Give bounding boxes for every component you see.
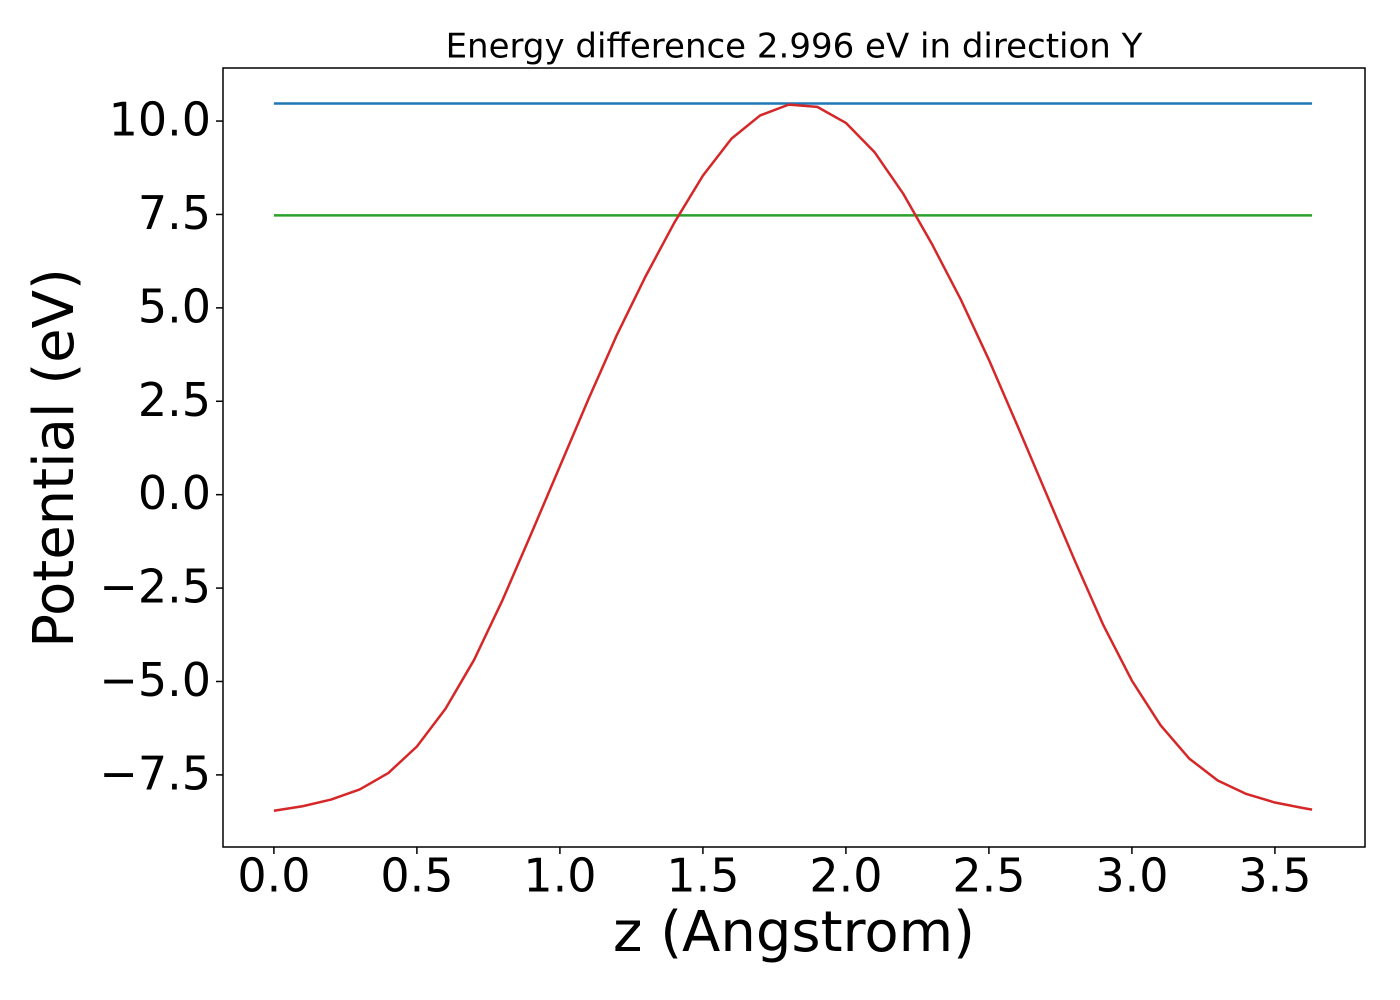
y-tick-label: 7.5 (138, 186, 211, 240)
chart-title: Energy difference 2.996 eV in direction … (446, 27, 1143, 67)
x-tick-label: 3.5 (1238, 849, 1311, 903)
x-tick-label: 3.0 (1095, 849, 1168, 903)
x-axis-label: z (Angstrom) (613, 900, 975, 965)
y-tick-label: 2.5 (138, 373, 211, 427)
x-tick-label: 1.5 (666, 849, 739, 903)
x-tick-label: 1.0 (523, 849, 596, 903)
y-tick-label: −7.5 (99, 746, 211, 800)
data-line (273, 103, 1313, 812)
axes-frame (222, 67, 1366, 848)
y-tick-label: 5.0 (138, 279, 211, 333)
x-tick-label: 2.5 (952, 849, 1025, 903)
y-tick-label: −5.0 (99, 653, 211, 707)
y-tick-label: −2.5 (99, 560, 211, 614)
x-tick-label: 2.0 (809, 849, 882, 903)
y-axis-label: Potential (eV) (22, 268, 87, 648)
y-tick-label: 0.0 (138, 466, 211, 520)
x-tick-label: 0.0 (237, 849, 310, 903)
y-tick-label: 10.0 (109, 93, 211, 147)
x-tick-label: 0.5 (380, 849, 453, 903)
